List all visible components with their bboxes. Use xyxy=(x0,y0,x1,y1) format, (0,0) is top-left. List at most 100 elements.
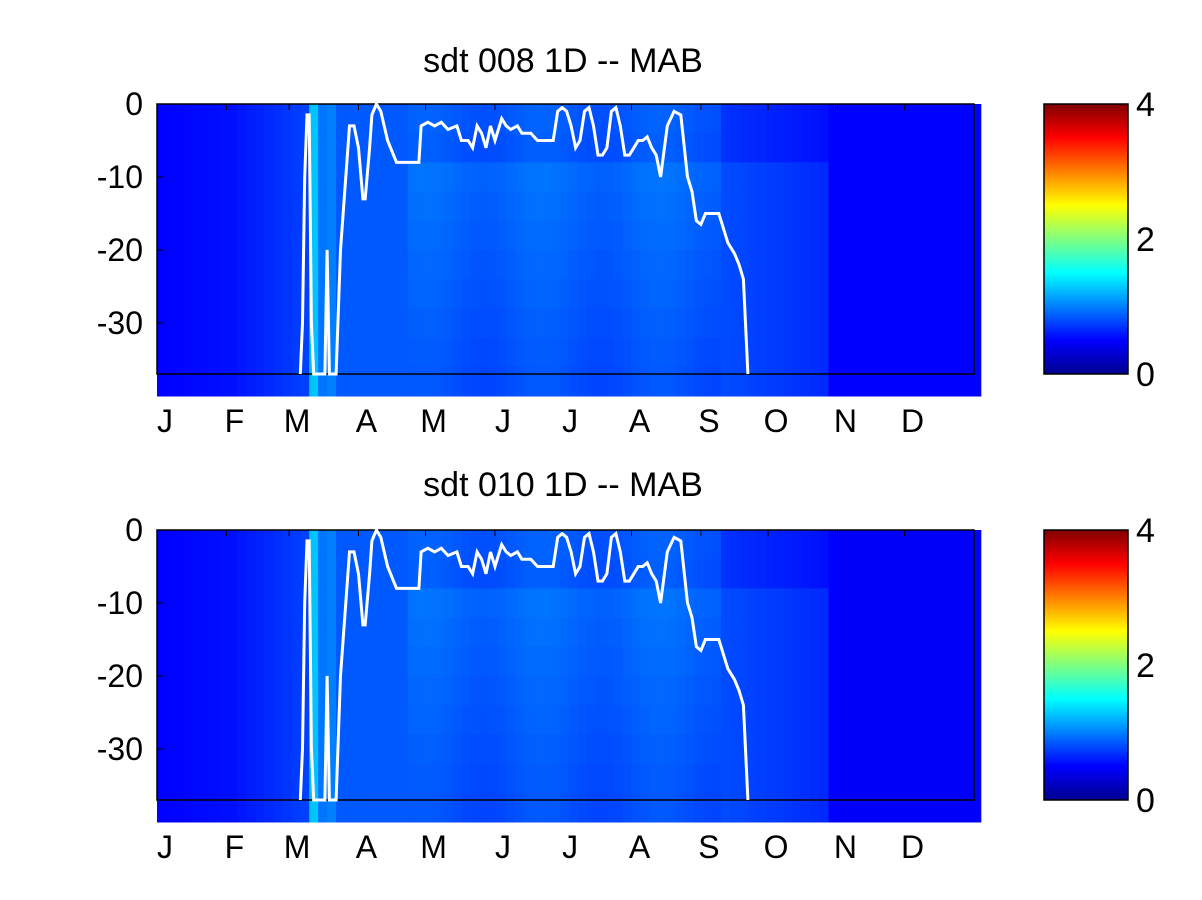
heatmap-cell xyxy=(953,646,964,677)
heatmap-cell xyxy=(882,133,892,163)
heatmap-cell xyxy=(873,162,883,193)
heatmap-cell xyxy=(819,646,830,677)
heatmap-cell xyxy=(291,133,301,163)
heatmap-cell xyxy=(550,191,561,222)
heatmap-cell xyxy=(631,675,642,706)
heatmap-cell xyxy=(192,530,203,560)
heatmap-cell xyxy=(622,675,633,706)
heatmap-cell xyxy=(649,705,659,735)
heatmap-cell xyxy=(425,249,436,280)
heatmap-cell xyxy=(953,792,964,823)
heatmap-cell xyxy=(828,279,839,309)
heatmap-cell xyxy=(300,530,310,560)
heatmap-cell xyxy=(407,191,418,222)
heatmap-cell xyxy=(595,530,606,560)
heatmap-cell xyxy=(792,308,803,339)
heatmap-cell xyxy=(398,734,409,765)
heatmap-cell xyxy=(559,191,570,222)
heatmap-cell xyxy=(909,191,919,222)
heatmap-cell xyxy=(944,279,955,309)
heatmap-cell xyxy=(461,763,471,794)
heatmap-cell xyxy=(568,104,579,134)
heatmap-cell xyxy=(658,279,668,309)
heatmap-cell xyxy=(219,308,230,339)
heatmap-cell xyxy=(452,763,463,794)
heatmap-cell xyxy=(765,366,776,397)
heatmap-cell xyxy=(855,559,865,589)
heatmap-cell xyxy=(703,191,713,222)
heatmap-cell xyxy=(273,675,283,706)
heatmap-cell xyxy=(174,588,185,619)
heatmap-cell xyxy=(336,705,346,735)
heatmap-cell xyxy=(918,705,928,735)
heatmap-cell xyxy=(667,617,677,648)
heatmap-cell xyxy=(640,705,651,735)
heatmap-cell xyxy=(935,530,946,560)
heatmap-cell xyxy=(676,734,686,765)
heatmap-cell xyxy=(515,162,525,193)
heatmap-cell xyxy=(568,220,579,251)
heatmap-cell xyxy=(953,366,964,397)
heatmap-cell xyxy=(264,675,274,706)
heatmap-cell xyxy=(327,734,337,765)
heatmap-cell xyxy=(882,308,892,339)
heatmap-cell xyxy=(228,588,239,619)
heatmap-cell xyxy=(640,104,651,134)
heatmap-cell xyxy=(559,559,570,589)
heatmap-cell xyxy=(613,337,624,368)
heatmap-cell xyxy=(183,220,194,251)
heatmap-cell xyxy=(183,646,194,677)
heatmap-cell xyxy=(971,705,982,735)
heatmap-cell xyxy=(774,763,785,794)
heatmap-cell xyxy=(309,530,319,560)
heatmap-cell xyxy=(658,337,668,368)
heatmap-cell xyxy=(909,104,919,134)
heatmap-cell xyxy=(183,675,194,706)
heatmap-cell xyxy=(935,617,946,648)
heatmap-cell xyxy=(309,162,319,193)
heatmap-cell xyxy=(470,763,480,794)
heatmap-cell xyxy=(273,792,283,823)
heatmap-cell xyxy=(828,104,839,134)
heatmap-cell xyxy=(210,588,221,619)
heatmap-cell xyxy=(201,337,212,368)
heatmap-cell xyxy=(228,675,239,706)
heatmap-cell xyxy=(407,133,418,163)
heatmap-cell xyxy=(506,366,516,397)
heatmap-cell xyxy=(882,104,892,134)
heatmap-cell xyxy=(801,162,812,193)
heatmap-cell xyxy=(515,191,525,222)
heatmap-cell xyxy=(586,308,597,339)
heatmap-cell xyxy=(183,162,194,193)
heatmap-cell xyxy=(273,617,283,648)
heatmap-cell xyxy=(524,734,534,765)
heatmap-cell xyxy=(747,763,758,794)
heatmap-cell xyxy=(174,249,185,280)
heatmap-cell xyxy=(604,734,615,765)
heatmap-cell xyxy=(237,104,248,134)
heatmap-cell xyxy=(837,675,848,706)
heatmap-cell xyxy=(371,366,382,397)
heatmap-cell xyxy=(533,646,543,677)
heatmap-cell xyxy=(398,763,409,794)
heatmap-cell xyxy=(792,249,803,280)
heatmap-cell xyxy=(192,162,203,193)
heatmap-cell xyxy=(721,530,731,560)
heatmap-cell xyxy=(819,308,830,339)
heatmap-cell xyxy=(846,104,856,134)
heatmap-cell xyxy=(774,734,785,765)
heatmap-cell xyxy=(685,588,695,619)
heatmap-cell xyxy=(488,675,498,706)
heatmap-cell xyxy=(309,249,319,280)
heatmap-cell xyxy=(756,308,767,339)
heatmap-cell xyxy=(685,675,695,706)
heatmap-cell xyxy=(658,530,668,560)
heatmap-cell xyxy=(550,646,561,677)
heatmap-cell xyxy=(479,763,489,794)
heatmap-cell xyxy=(783,191,794,222)
heatmap-cell xyxy=(658,763,668,794)
heatmap-cell xyxy=(210,220,221,251)
heatmap-cell xyxy=(192,617,203,648)
heatmap-cell xyxy=(541,220,552,251)
